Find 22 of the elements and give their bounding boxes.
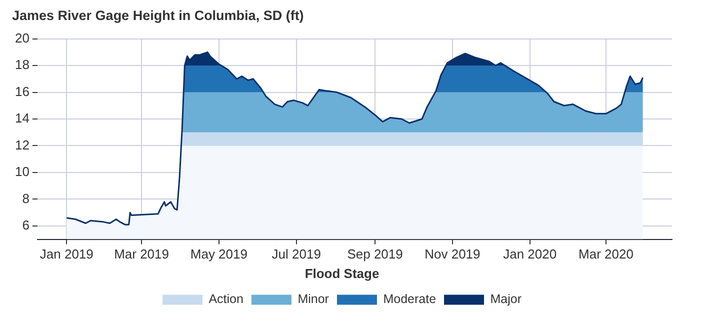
legend-label: Minor bbox=[298, 292, 329, 306]
x-tick-label: Jul 2019 bbox=[272, 246, 321, 262]
y-tick-label: 10 bbox=[14, 164, 30, 180]
legend-title: Flood Stage bbox=[304, 266, 380, 281]
y-tick-label: 18 bbox=[14, 57, 30, 72]
y-tick-label: 6 bbox=[22, 218, 30, 233]
x-tick-label: Jan 2020 bbox=[503, 246, 557, 262]
legend-label: Moderate bbox=[383, 292, 436, 306]
y-tick-label: 16 bbox=[14, 84, 30, 99]
x-tick-label: Mar 2019 bbox=[114, 246, 169, 262]
x-tick-label: May 2019 bbox=[190, 246, 248, 262]
chart-title: James River Gage Height in Columbia, SD (ft) bbox=[11, 8, 305, 25]
y-tick-label: 12 bbox=[14, 137, 30, 152]
x-tick-label: Mar 2020 bbox=[578, 246, 634, 262]
y-tick-label: 20 bbox=[14, 30, 30, 46]
x-tick-label: Nov 2019 bbox=[424, 246, 480, 262]
x-tick-label: Jan 2019 bbox=[40, 246, 94, 262]
legend-label: Major bbox=[490, 292, 522, 306]
y-tick-label: 8 bbox=[22, 190, 30, 206]
y-tick-label: 14 bbox=[14, 110, 30, 126]
x-tick-label: Sep 2019 bbox=[347, 246, 403, 262]
legend-label: Action bbox=[208, 292, 244, 306]
